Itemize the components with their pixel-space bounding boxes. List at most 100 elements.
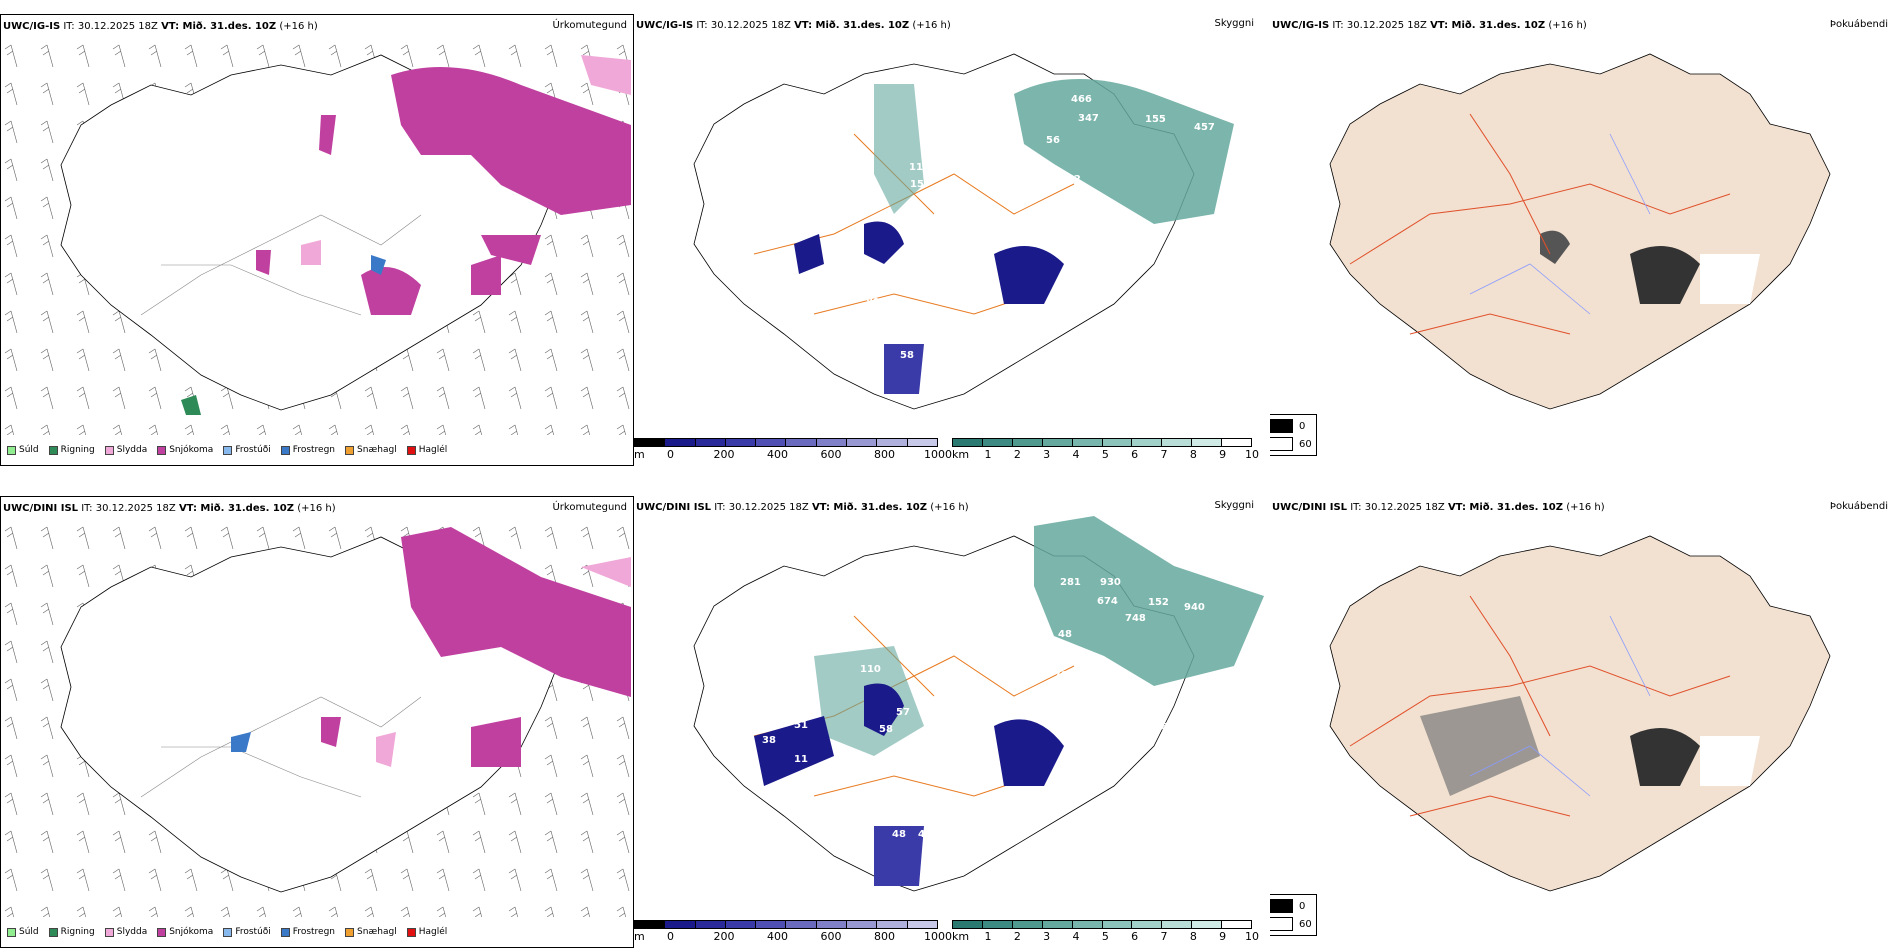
colorbar-segment	[816, 921, 848, 928]
colorbar-segment	[756, 921, 787, 928]
legend-item: Slydda	[104, 927, 147, 937]
vis-value-label: 56	[1046, 135, 1060, 146]
colorbar-tick: 1	[984, 448, 992, 461]
colorbar-tick: 4	[1072, 448, 1080, 461]
wind-barb	[184, 906, 195, 917]
vis-panel-row2: UWC/DINI ISL IT: 30.12.2025 18Z VT: Mið.…	[634, 496, 1270, 948]
wind-barb	[40, 120, 54, 144]
wind-barb	[616, 792, 630, 816]
wind-barb	[580, 792, 594, 816]
wind-barb	[436, 906, 447, 917]
wind-barb	[400, 424, 411, 435]
wind-barb	[112, 526, 126, 550]
panel-header: UWC/DINI ISL IT: 30.12.2025 18Z VT: Mið.…	[3, 503, 336, 514]
vis-value-label: 457	[1194, 122, 1215, 133]
vis-value-label: 940	[1184, 602, 1205, 613]
wind-barb	[544, 830, 558, 854]
colorbar-tick: 7	[1160, 930, 1168, 943]
wind-barb	[436, 386, 450, 410]
legend-swatch	[223, 927, 233, 937]
colorbar-segment	[1102, 439, 1133, 446]
wind-barb	[508, 348, 522, 372]
wind-barb	[40, 906, 51, 917]
wind-barb	[544, 234, 558, 258]
colorbar-segment	[786, 921, 817, 928]
legend-swatch	[406, 445, 416, 455]
wind-barb	[40, 234, 54, 258]
wind-barb	[400, 906, 411, 917]
panel-title: Úrkomutegund	[552, 502, 627, 513]
precip-map	[4, 526, 631, 917]
colorbar-tick: 9	[1219, 448, 1227, 461]
wind-barb	[472, 792, 486, 816]
legend-swatch	[280, 445, 290, 455]
wind-barb	[544, 716, 558, 740]
wind-barb	[40, 310, 54, 334]
vis-value-label: 96	[892, 794, 906, 805]
vis-value-label: 466	[1071, 94, 1092, 105]
colorbar-segment	[1072, 439, 1103, 446]
wind-barb	[40, 82, 54, 106]
colorbar-segment	[1222, 439, 1252, 446]
wind-barb	[112, 830, 126, 854]
fog-legend-label: 0	[1299, 900, 1306, 912]
wind-barb	[616, 424, 627, 435]
colorbar-segment	[725, 921, 757, 928]
wind-barb	[4, 234, 18, 258]
legend-label: Slydda	[116, 445, 148, 455]
wind-barb	[4, 158, 18, 182]
colorbar-tick: 200	[713, 930, 735, 943]
wind-barb	[112, 868, 126, 892]
colorbar-tick: 8	[1189, 448, 1197, 461]
legend-label: Snæhagl	[357, 445, 397, 455]
fog-legend: 0 60	[1270, 414, 1317, 456]
vis-value-label: 58	[900, 350, 914, 361]
wind-barb	[508, 830, 522, 854]
wind-barb	[580, 348, 594, 372]
wind-barb	[4, 310, 18, 334]
colorbar-tick: 1	[984, 930, 992, 943]
legend-swatch	[48, 445, 58, 455]
wind-barb	[4, 424, 15, 435]
wind-barb	[40, 602, 54, 626]
wind-barb	[508, 526, 522, 550]
fog-panel-row2: UWC/DINI ISL IT: 30.12.2025 18Z VT: Mið.…	[1270, 496, 1900, 948]
vis-value-label: 105	[1107, 732, 1128, 743]
wind-barb	[40, 526, 54, 550]
wind-barb	[76, 424, 87, 435]
wind-barb	[400, 44, 414, 68]
vis-value-label: 58	[879, 724, 893, 735]
wind-barb	[76, 386, 90, 410]
wind-barb	[364, 424, 375, 435]
wind-barb	[292, 424, 303, 435]
colorbar-tick: 2	[1013, 930, 1021, 943]
wind-barb	[580, 906, 591, 917]
legend-item: Súld	[7, 445, 39, 455]
wind-barb	[76, 310, 90, 334]
fog-legend-label: 60	[1299, 438, 1312, 450]
wind-barb	[148, 44, 162, 68]
colorbar-segment	[1132, 439, 1163, 446]
wind-barb	[4, 348, 18, 372]
precip-panel-row1: UWC/IG-IS IT: 30.12.2025 18Z VT: Mið. 31…	[0, 14, 634, 466]
wind-barb	[4, 564, 18, 588]
vis-value-label: 48	[892, 829, 906, 840]
wind-barb	[616, 234, 630, 258]
wind-barb	[40, 868, 54, 892]
ceiling-colorbar: 0 200 400 600 800 1000 m	[634, 438, 952, 461]
wind-barb	[4, 602, 18, 626]
legend-item: Snjókoma	[157, 445, 213, 455]
wind-barb	[328, 526, 342, 550]
colorbar-segment	[786, 439, 817, 446]
colorbar-tick: 1000	[924, 448, 952, 461]
vis-value-label: 48	[1058, 629, 1072, 640]
wind-barb	[148, 386, 162, 410]
wind-barb	[40, 348, 54, 372]
vis-value-label: 56	[944, 220, 958, 231]
wind-barb	[220, 906, 231, 917]
wind-barb	[4, 272, 18, 296]
wind-barb	[544, 792, 558, 816]
wind-barb	[112, 44, 126, 68]
wind-barb	[544, 424, 555, 435]
colorbar-segment	[665, 439, 696, 446]
